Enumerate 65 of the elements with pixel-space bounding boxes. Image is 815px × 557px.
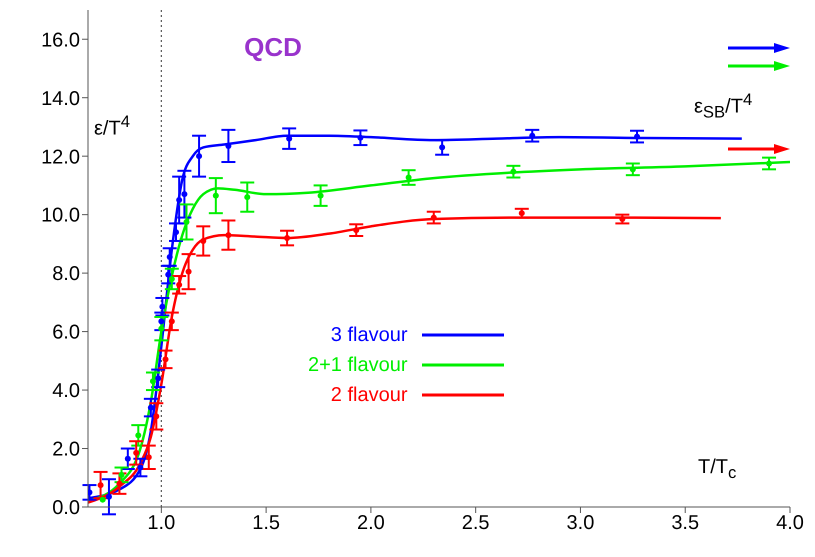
point: [168, 276, 175, 282]
y-axis-title: ε/T$^{4}$: [94, 112, 130, 141]
y-tick-label: 14.0: [41, 88, 80, 110]
legend-label: 2+1 flavour: [308, 354, 408, 376]
point: [100, 496, 106, 503]
legend-label: 3 flavour: [330, 324, 408, 346]
point: [225, 232, 232, 238]
legend-label: 2 flavour: [330, 384, 408, 406]
point: [155, 375, 162, 382]
point: [318, 192, 324, 199]
point: [106, 494, 112, 500]
x-tick-label: 1.0: [147, 512, 176, 534]
point: [766, 160, 772, 166]
x-tick-label: 3.5: [671, 512, 700, 534]
point: [148, 404, 154, 411]
point: [116, 480, 122, 487]
point: [186, 268, 192, 275]
point: [98, 482, 104, 488]
annotation: ε$_{SB}$/T$^{4}$: [694, 90, 752, 123]
point: [168, 318, 175, 324]
point: [153, 413, 160, 420]
x-tick-label: 3.0: [566, 512, 594, 534]
y-tick-label: 12.0: [41, 146, 80, 168]
point: [165, 272, 172, 278]
point: [135, 432, 142, 438]
point: [244, 194, 250, 200]
point: [200, 238, 206, 244]
y-tick-label: 2.0: [52, 438, 80, 461]
point: [284, 235, 290, 242]
point: [353, 227, 360, 234]
point: [357, 134, 364, 141]
point: [510, 168, 516, 175]
point: [133, 450, 140, 456]
y-tick-label: 0.0: [52, 497, 80, 520]
point: [158, 326, 164, 332]
text: QCD: [243, 32, 303, 63]
point: [212, 192, 219, 199]
y-tick-label: 4.0: [52, 380, 80, 402]
point: [124, 456, 131, 462]
y-tick-label: 16.0: [41, 29, 80, 52]
y-tick-label: 6.0: [52, 322, 80, 344]
point: [166, 254, 173, 260]
point: [176, 282, 182, 288]
point: [176, 197, 182, 204]
point: [183, 218, 190, 225]
x-tick-label: 1.5: [252, 512, 280, 534]
y-tick-label: 10.0: [41, 204, 80, 227]
x-tick-label: 2.0: [356, 512, 385, 534]
point: [118, 472, 125, 478]
x-tick-label: 4.0: [776, 512, 804, 534]
point: [439, 144, 446, 150]
point: [146, 454, 152, 460]
point: [634, 134, 640, 140]
y-tick-label: 8.0: [52, 263, 80, 286]
point: [430, 214, 437, 221]
point: [196, 153, 202, 160]
x-tick-label: 2.5: [462, 512, 490, 534]
point: [181, 191, 188, 198]
point: [159, 304, 166, 310]
point: [137, 464, 144, 471]
point: [162, 356, 169, 362]
point: [158, 318, 164, 324]
x-axis-title: T/T$_{c}$: [698, 456, 736, 483]
point: [630, 166, 636, 172]
point: [150, 378, 156, 384]
